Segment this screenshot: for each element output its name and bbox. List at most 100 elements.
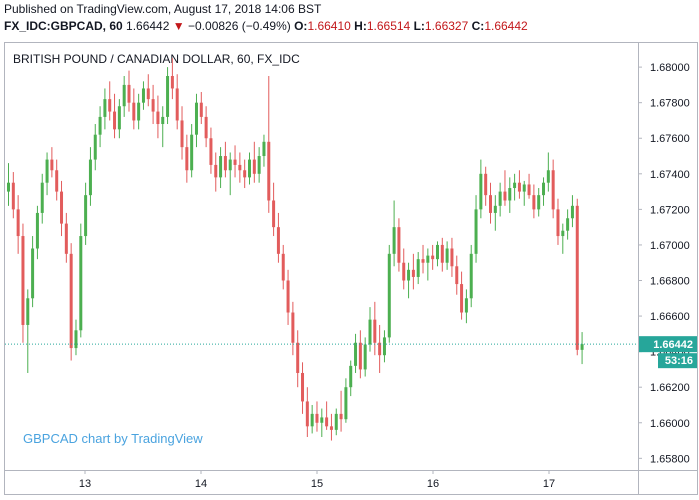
change-value: −0.00826 (−0.49%) — [188, 19, 291, 33]
candle-body — [445, 248, 449, 263]
candle-body — [498, 191, 502, 206]
candle-body — [575, 205, 579, 350]
candle-body — [542, 182, 546, 196]
candle-body — [233, 159, 237, 165]
y-tick-label: 1.67600 — [650, 133, 690, 145]
candles-layer — [7, 58, 584, 441]
y-tick-label: 1.66000 — [650, 418, 690, 430]
candle-body — [517, 182, 521, 192]
candle-body — [262, 141, 266, 157]
last-price-layer: 1.66442 53:16 — [5, 336, 697, 369]
candle-body — [397, 227, 401, 263]
candle-body — [522, 184, 526, 192]
y-tick-label: 1.65800 — [650, 453, 690, 465]
candle-body — [55, 170, 59, 192]
candle-body — [117, 106, 121, 130]
candle-body — [248, 159, 251, 178]
candle-body — [551, 170, 555, 210]
candle-body — [435, 244, 439, 260]
x-tick-label: 17 — [543, 478, 555, 490]
time-axis[interactable]: 13 14 15 16 17 — [79, 470, 555, 490]
candle-body — [79, 236, 83, 331]
candle-body — [416, 259, 420, 277]
candle-body — [103, 99, 107, 117]
candle-body — [556, 209, 560, 237]
candle-body — [93, 134, 97, 160]
x-tick-label: 15 — [311, 478, 323, 490]
candle-body — [252, 159, 256, 174]
published-caption: Published on TradingView.com, August 17,… — [4, 2, 322, 16]
candle-body — [132, 102, 136, 121]
candle-body — [137, 102, 141, 121]
candle-body — [426, 255, 430, 263]
candle-body — [546, 170, 550, 183]
candle-body — [223, 156, 227, 171]
candle-body — [276, 227, 280, 254]
candle-body — [161, 116, 165, 125]
candle-body — [286, 280, 290, 313]
candle-body — [238, 164, 242, 171]
candle-body — [257, 156, 261, 174]
candle-body — [31, 248, 35, 299]
candle-body — [407, 269, 411, 281]
y-tick-label: 1.66200 — [650, 382, 690, 394]
candle-body — [185, 147, 189, 171]
candle-body — [40, 182, 44, 213]
candle-body — [392, 227, 396, 254]
candle-body — [469, 253, 473, 299]
last-price: 1.66442 — [126, 19, 170, 33]
y-tick-label: 1.68000 — [650, 62, 690, 74]
candle-body — [580, 344, 584, 350]
candle-body — [7, 182, 10, 192]
candle-body — [204, 116, 208, 139]
candle-body — [450, 248, 454, 267]
candle-body — [440, 244, 444, 263]
candle-body — [209, 138, 213, 165]
high-label: H: — [354, 19, 367, 33]
candle-body — [16, 209, 20, 237]
candle-body — [479, 173, 483, 210]
candle-body — [460, 284, 464, 313]
open-value: 1.66410 — [307, 19, 351, 33]
candle-body — [21, 236, 25, 325]
low-value: 1.66327 — [424, 19, 469, 33]
y-tick-label: 1.67400 — [650, 169, 690, 181]
y-tick-label: 1.67200 — [650, 204, 690, 216]
candle-body — [108, 99, 112, 112]
candle-body — [561, 230, 565, 237]
candle-body — [421, 259, 425, 263]
candlestick-chart[interactable]: BRITISH POUND / CANADIAN DOLLAR, 60, FX_… — [4, 42, 698, 495]
candle-body — [363, 344, 367, 370]
candle-body — [74, 330, 78, 349]
symbol-label: FX_IDC:GBPCAD, 60 — [4, 19, 123, 33]
watermark: GBPCAD chart by TradingView — [23, 431, 203, 446]
candle-body — [368, 319, 372, 345]
candle-body — [243, 170, 247, 178]
candle-body — [411, 269, 415, 277]
candle-body — [349, 365, 353, 388]
candle-body — [344, 387, 348, 420]
quote-line: FX_IDC:GBPCAD, 60 1.66442 ▼ −0.00826 (−0… — [4, 19, 528, 33]
chart-frame[interactable]: BRITISH POUND / CANADIAN DOLLAR, 60, FX_… — [4, 42, 698, 495]
candle-body — [566, 218, 570, 231]
candle-body — [513, 182, 517, 189]
chart-title: BRITISH POUND / CANADIAN DOLLAR, 60, FX_… — [13, 52, 300, 66]
candle-body — [373, 319, 377, 343]
candle-body — [329, 426, 333, 430]
candle-body — [88, 159, 92, 196]
candle-body — [325, 417, 329, 427]
candle-body — [127, 84, 131, 103]
candle-body — [84, 195, 88, 237]
last-price-tag — [639, 336, 697, 353]
candle-body — [339, 413, 343, 420]
candle-body — [320, 417, 324, 423]
candle-body — [146, 88, 150, 100]
candle-body — [315, 413, 319, 423]
open-label: O: — [294, 19, 308, 33]
candle-body — [272, 200, 276, 228]
candle-body — [296, 342, 300, 373]
candle-body — [493, 205, 497, 213]
candle-body — [175, 88, 179, 121]
candle-body — [281, 253, 285, 281]
candle-body — [484, 173, 488, 196]
